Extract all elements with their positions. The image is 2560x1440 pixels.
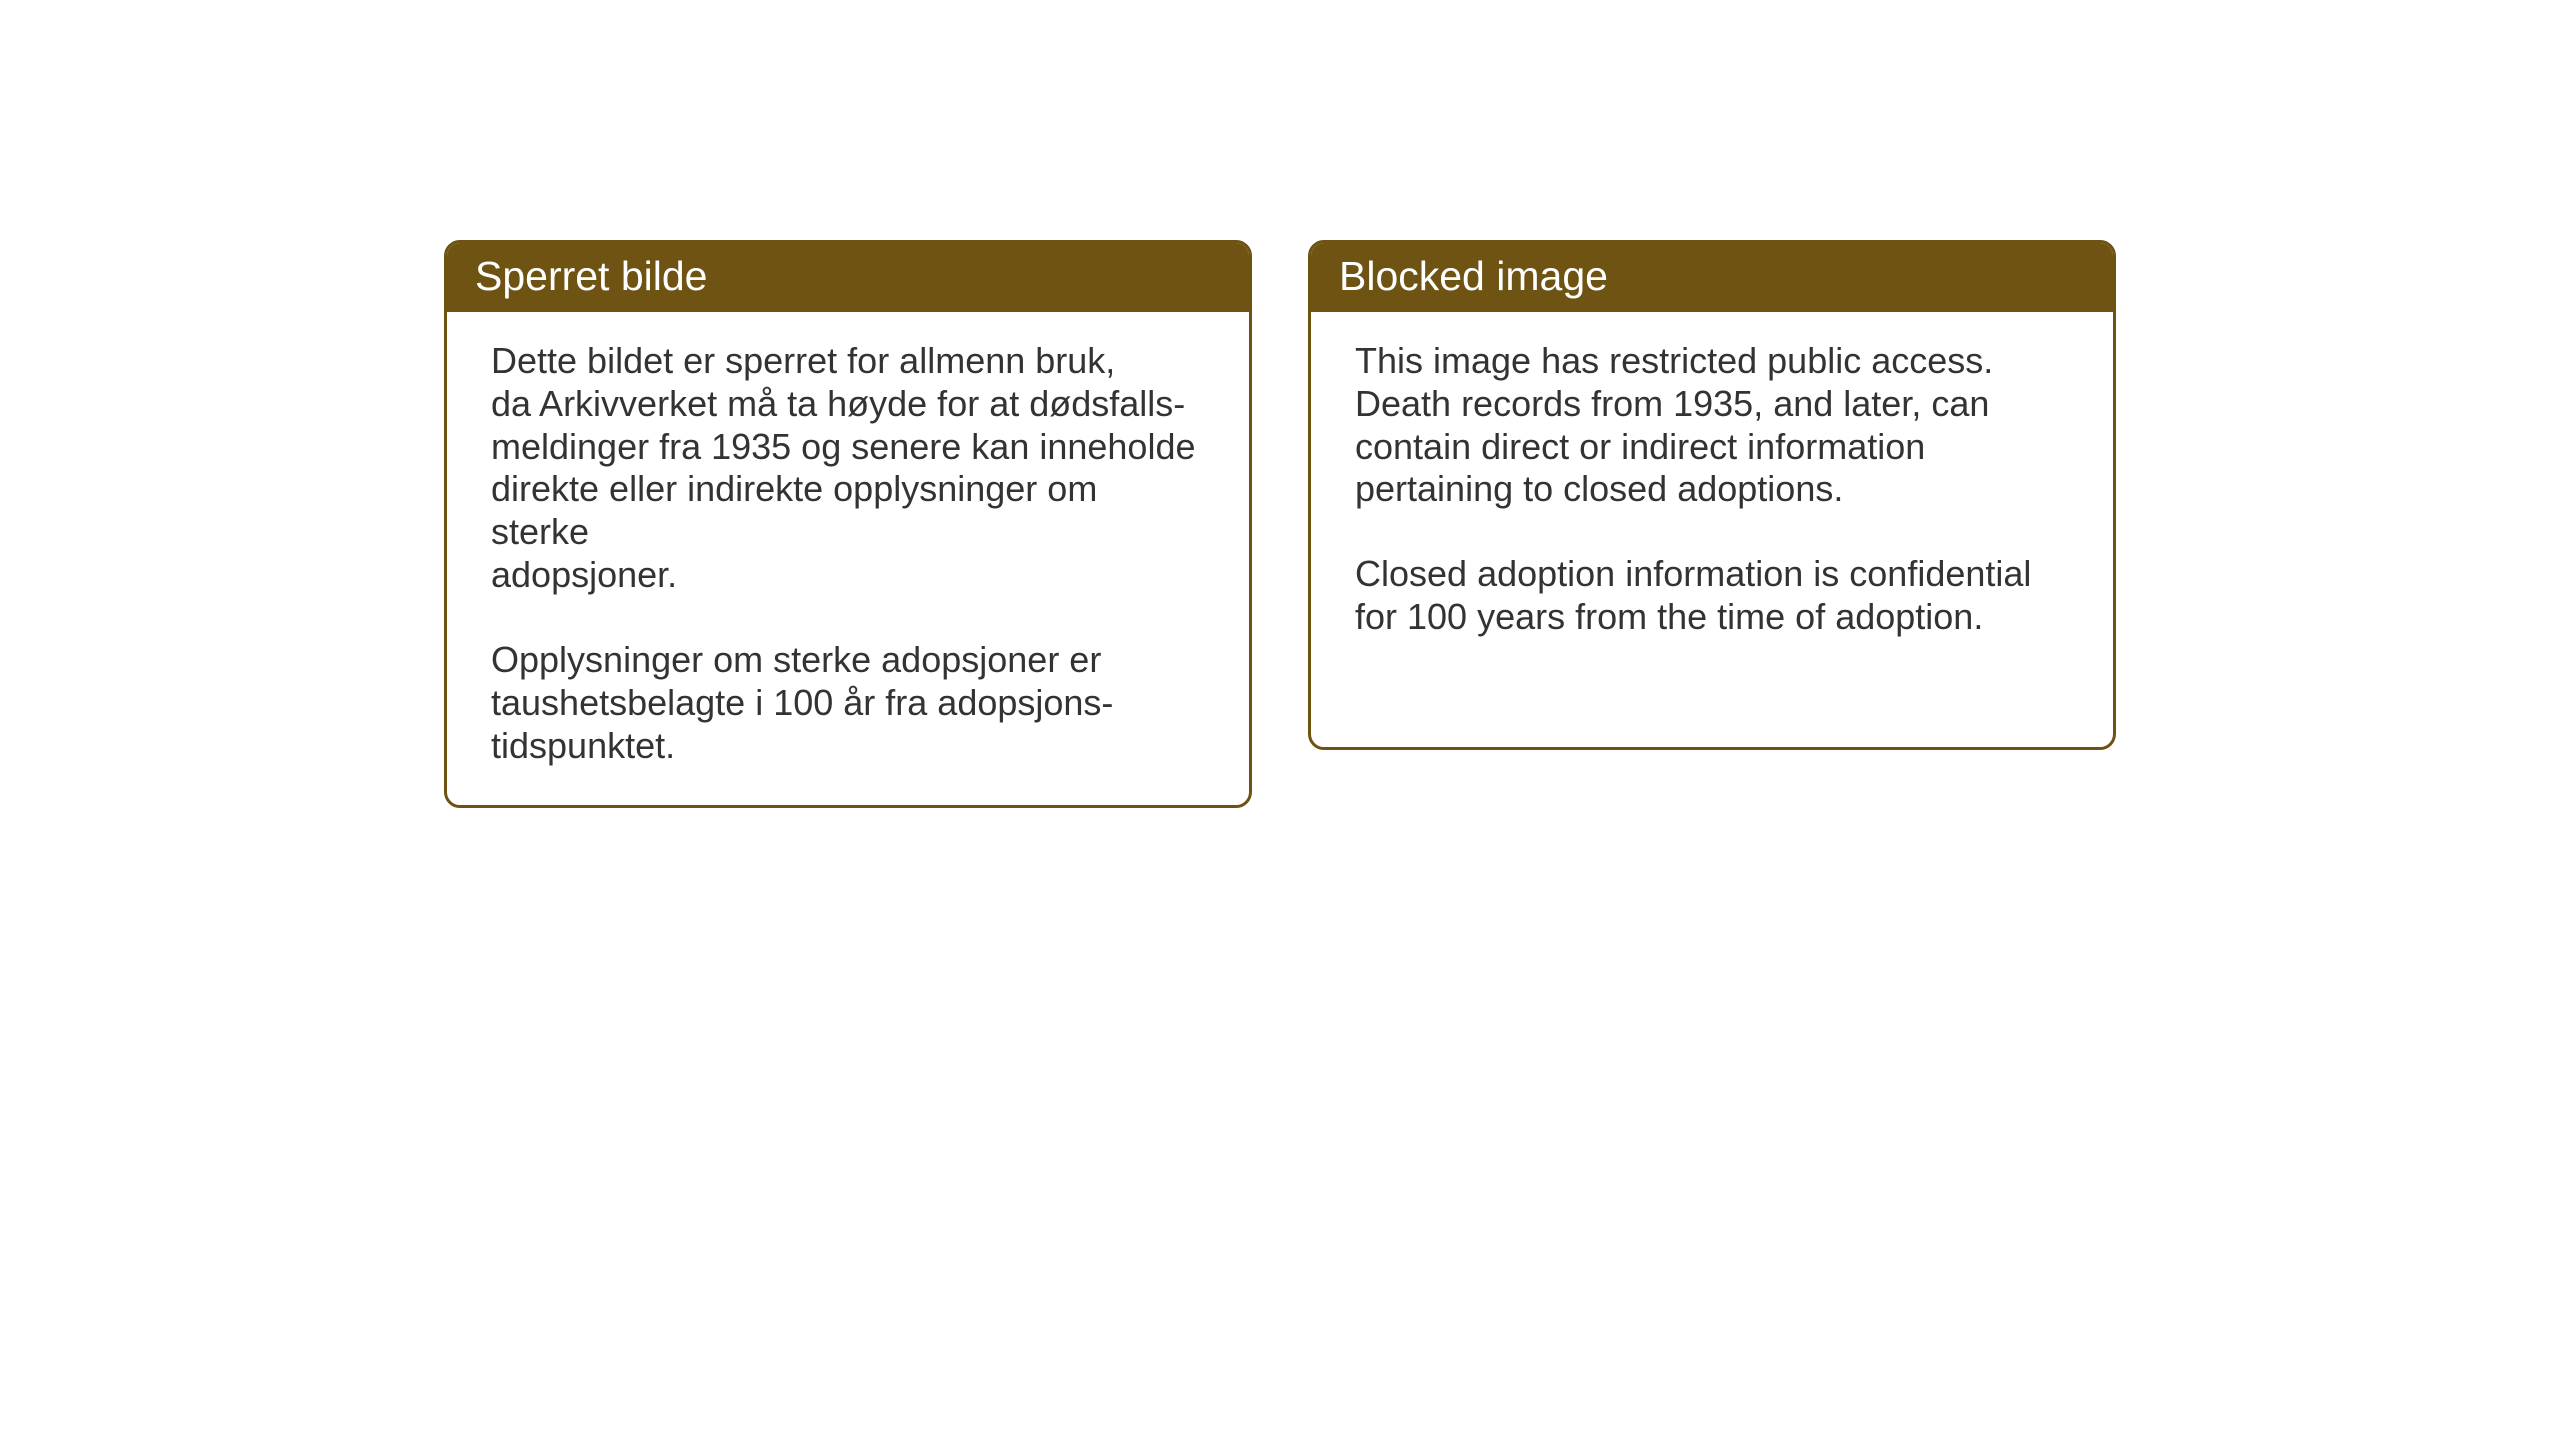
paragraph-english-2: Closed adoption information is confident… — [1355, 553, 2069, 639]
card-header-english: Blocked image — [1311, 243, 2113, 312]
paragraph-norwegian-2: Opplysninger om sterke adopsjoner ertaus… — [491, 639, 1205, 767]
card-body-english: This image has restricted public access.… — [1311, 312, 2113, 677]
cards-container: Sperret bilde Dette bildet er sperret fo… — [444, 240, 2116, 808]
paragraph-english-1: This image has restricted public access.… — [1355, 340, 2069, 511]
card-english: Blocked image This image has restricted … — [1308, 240, 2116, 750]
card-body-norwegian: Dette bildet er sperret for allmenn bruk… — [447, 312, 1249, 805]
card-header-norwegian: Sperret bilde — [447, 243, 1249, 312]
paragraph-norwegian-1: Dette bildet er sperret for allmenn bruk… — [491, 340, 1205, 597]
card-norwegian: Sperret bilde Dette bildet er sperret fo… — [444, 240, 1252, 808]
